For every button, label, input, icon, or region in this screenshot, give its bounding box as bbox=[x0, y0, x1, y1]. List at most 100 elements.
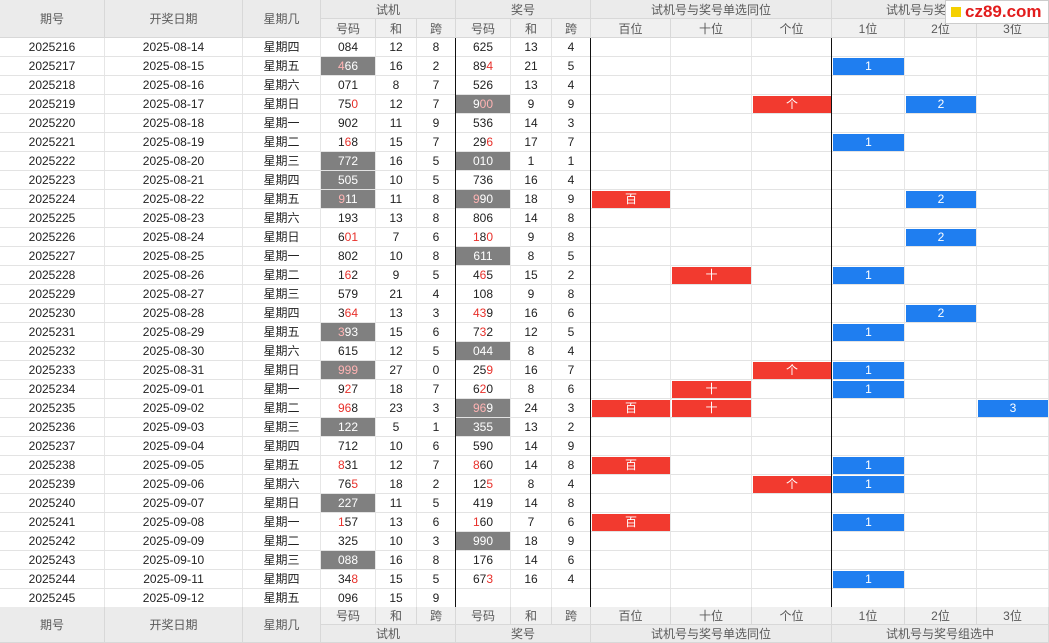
digit: 2 bbox=[479, 78, 487, 92]
digit: 3 bbox=[479, 116, 487, 130]
grid-cell bbox=[671, 589, 752, 607]
grid-cell bbox=[905, 399, 977, 417]
issue-cell: 2025238 bbox=[0, 456, 105, 474]
draw-sum-cell: 16 bbox=[511, 361, 552, 379]
digit: 2 bbox=[479, 382, 487, 396]
draw-span-cell: 4 bbox=[552, 475, 591, 493]
date-cell: 2025-08-27 bbox=[105, 285, 243, 303]
header-issue[interactable]: 期号 bbox=[0, 0, 105, 38]
footer-draw-sum: 和 bbox=[511, 607, 552, 625]
footer-combo-1: 1位 bbox=[832, 607, 905, 625]
header-weekday[interactable]: 星期几 bbox=[243, 0, 321, 38]
weekday-cell: 星期二 bbox=[243, 399, 321, 417]
digit: 5 bbox=[479, 420, 487, 434]
digit: 6 bbox=[479, 458, 487, 472]
trial-span-cell: 7 bbox=[417, 456, 456, 474]
draw-sum-cell: 16 bbox=[511, 171, 552, 189]
header-date[interactable]: 开奖日期 bbox=[105, 0, 243, 38]
draw-sum-cell: 13 bbox=[511, 76, 552, 94]
grid-cell bbox=[977, 361, 1049, 379]
issue-cell: 2025218 bbox=[0, 76, 105, 94]
grid-cell bbox=[977, 494, 1049, 512]
grid-cell bbox=[977, 114, 1049, 132]
grid-cell bbox=[752, 285, 832, 303]
combo-mark: 1 bbox=[833, 134, 904, 151]
date-cell: 2025-08-19 bbox=[105, 133, 243, 151]
trial-sum-cell: 11 bbox=[376, 114, 417, 132]
digit: 6 bbox=[344, 135, 352, 149]
digit: 9 bbox=[486, 363, 494, 377]
trial-number-cell: 364 bbox=[321, 304, 376, 322]
header-trial-sum: 和 bbox=[376, 19, 417, 38]
draw-span-cell: 2 bbox=[552, 418, 591, 436]
footer-draw-span: 跨 bbox=[552, 607, 591, 625]
same-position-mark: 个 bbox=[753, 362, 831, 379]
digit: 1 bbox=[479, 154, 487, 168]
trial-sum-cell: 15 bbox=[376, 133, 417, 151]
footer-trial-span: 跨 bbox=[417, 607, 456, 625]
digit: 3 bbox=[337, 306, 345, 320]
trial-number-cell: 348 bbox=[321, 570, 376, 588]
digit: 0 bbox=[486, 154, 494, 168]
footer-issue: 期号 bbox=[0, 607, 105, 643]
digit: 0 bbox=[486, 515, 494, 529]
grid-cell bbox=[905, 475, 977, 493]
trial-span-cell: 0 bbox=[417, 361, 456, 379]
grid-cell bbox=[977, 209, 1049, 227]
trial-number-cell: 122 bbox=[321, 418, 376, 436]
issue-cell: 2025230 bbox=[0, 304, 105, 322]
trial-sum-cell: 15 bbox=[376, 323, 417, 341]
grid-cell bbox=[905, 589, 977, 607]
digit: 0 bbox=[486, 382, 494, 396]
digit: 6 bbox=[344, 477, 352, 491]
trial-number-cell: 968 bbox=[321, 399, 376, 417]
combo-mark: 1 bbox=[833, 267, 904, 284]
digit: 6 bbox=[479, 268, 487, 282]
grid-cell bbox=[591, 57, 671, 75]
digit: 2 bbox=[486, 325, 494, 339]
trial-sum-cell: 16 bbox=[376, 57, 417, 75]
same-position-mark: 个 bbox=[753, 96, 831, 113]
digit: 9 bbox=[344, 591, 352, 605]
digit: 0 bbox=[351, 97, 359, 111]
grid-cell bbox=[591, 418, 671, 436]
grid-cell bbox=[977, 551, 1049, 569]
footer-group-trial: 试机 bbox=[321, 625, 456, 643]
grid-cell bbox=[905, 570, 977, 588]
grid-cell bbox=[977, 171, 1049, 189]
grid-cell bbox=[832, 551, 905, 569]
grid-cell bbox=[591, 399, 671, 417]
draw-span-cell: 9 bbox=[552, 95, 591, 113]
digit: 9 bbox=[472, 97, 480, 111]
digit: 2 bbox=[472, 363, 480, 377]
grid-cell bbox=[905, 247, 977, 265]
draw-number-cell: 860 bbox=[456, 456, 511, 474]
grid-cell bbox=[671, 570, 752, 588]
grid-cell bbox=[752, 228, 832, 246]
combo-mark: 2 bbox=[906, 96, 976, 113]
digit: 0 bbox=[337, 553, 345, 567]
trial-sum-cell: 12 bbox=[376, 342, 417, 360]
digit: 0 bbox=[337, 40, 345, 54]
grid-cell bbox=[832, 38, 905, 56]
draw-span-cell: 9 bbox=[552, 532, 591, 550]
digit: 3 bbox=[337, 534, 345, 548]
table-row: 2025244 2025-09-11 星期四 348 15 5 673 16 4 1 bbox=[0, 570, 1049, 589]
digit: 5 bbox=[337, 173, 345, 187]
site-logo[interactable]: cz89.com bbox=[945, 0, 1049, 24]
trial-sum-cell: 10 bbox=[376, 247, 417, 265]
draw-span-cell: 4 bbox=[552, 171, 591, 189]
combo-mark: 1 bbox=[833, 381, 904, 398]
footer-pos-ten: 十位 bbox=[671, 607, 752, 625]
digit: 9 bbox=[486, 401, 494, 415]
grid-cell bbox=[832, 95, 905, 113]
grid-cell bbox=[905, 76, 977, 94]
trial-number-cell: 084 bbox=[321, 38, 376, 56]
table-row: 2025224 2025-08-22 星期五 911 11 8 990 18 9 百 2 bbox=[0, 190, 1049, 209]
trial-sum-cell: 5 bbox=[376, 418, 417, 436]
grid-cell bbox=[671, 342, 752, 360]
digit: 8 bbox=[472, 59, 480, 73]
digit: 2 bbox=[344, 534, 352, 548]
digit: 4 bbox=[486, 59, 494, 73]
same-position-mark: 十 bbox=[672, 267, 751, 284]
